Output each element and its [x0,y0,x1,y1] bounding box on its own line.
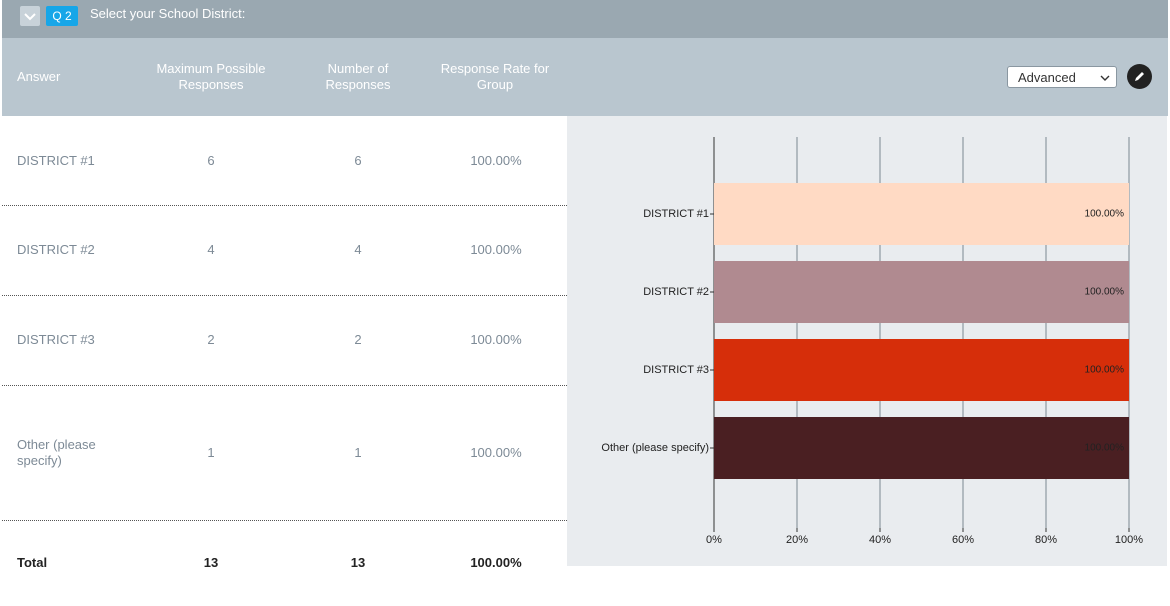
question-bar: Q 2 Select your School District: [2,0,1168,38]
table-cell: 4 [207,242,215,257]
row-separator [2,295,567,296]
y-tick-label: DISTRICT #3 [643,364,709,376]
data-label: 100.00% [1085,365,1125,376]
table-cell: 1 [354,444,362,460]
table-cell: DISTRICT #1 [17,152,95,168]
x-tick-label: 20% [786,534,808,546]
row-separator [2,385,567,386]
chevron-icon [24,13,36,21]
y-tick-label: DISTRICT #1 [643,208,709,220]
table-cell: 6 [354,152,362,168]
table-cell: 2 [207,332,215,347]
table-cell: 1 [207,444,215,460]
table-cell: 100.00% [470,332,522,347]
chart-panel: 0% 20% 40% 60% 80% 100% DISTRICT #1 100.00% DIST… [567,116,1167,566]
table-cell: 100.00% [470,152,522,168]
question-title: Select your School District: [90,6,246,21]
row-separator [2,205,567,206]
table-cell: 4 [354,242,362,257]
column-header: Response Rate for Group [440,61,550,92]
view-dropdown[interactable]: Advanced [1007,66,1117,88]
table-cell: Other (please specify) [17,436,96,468]
x-tick-label: 80% [1035,534,1057,546]
row-separator [2,520,567,521]
table-cell: 6 [207,152,215,168]
bar [714,417,1129,479]
total-cell: 13 [350,555,366,570]
column-header: Maximum Possible Responses [156,61,266,92]
table-cell: DISTRICT #3 [17,332,95,347]
data-label: 100.00% [1085,209,1125,220]
edit-button[interactable] [1127,64,1152,89]
data-label: 100.00% [1085,287,1125,298]
bar [714,183,1129,245]
question-number: Q 2 [46,6,78,26]
bar [714,339,1129,401]
x-tick-label: 0% [706,534,722,546]
data-label: 100.00% [1085,443,1125,454]
column-header: Number of Responses [325,61,391,92]
x-tick-label: 40% [869,534,891,546]
collapse-toggle[interactable] [20,6,40,26]
total-cell: Total [17,555,48,570]
y-tick-label: DISTRICT #2 [643,286,709,298]
x-tick-label: 100% [1115,534,1143,546]
dropdown-arrow [1100,75,1110,81]
table-cell: 2 [354,332,362,347]
y-tick-label: Other (please specify) [601,442,709,454]
bar [714,261,1129,323]
dropdown-value: Advanced [1018,70,1076,85]
table-cell: 100.00% [470,242,522,257]
table-cell: 100.00% [470,444,522,460]
x-tick-label: 60% [952,534,974,546]
table-header: Answer Maximum Possible Responses Number… [2,38,1168,116]
pencil-icon [1135,72,1144,81]
chart: 0% 20% 40% 60% 80% 100% DISTRICT #1 100.00% DIST… [601,137,1143,546]
table-cell: DISTRICT #2 [17,242,95,257]
total-cell: 13 [203,555,219,570]
total-cell: 100.00% [470,555,522,570]
column-header: Answer [17,69,61,84]
